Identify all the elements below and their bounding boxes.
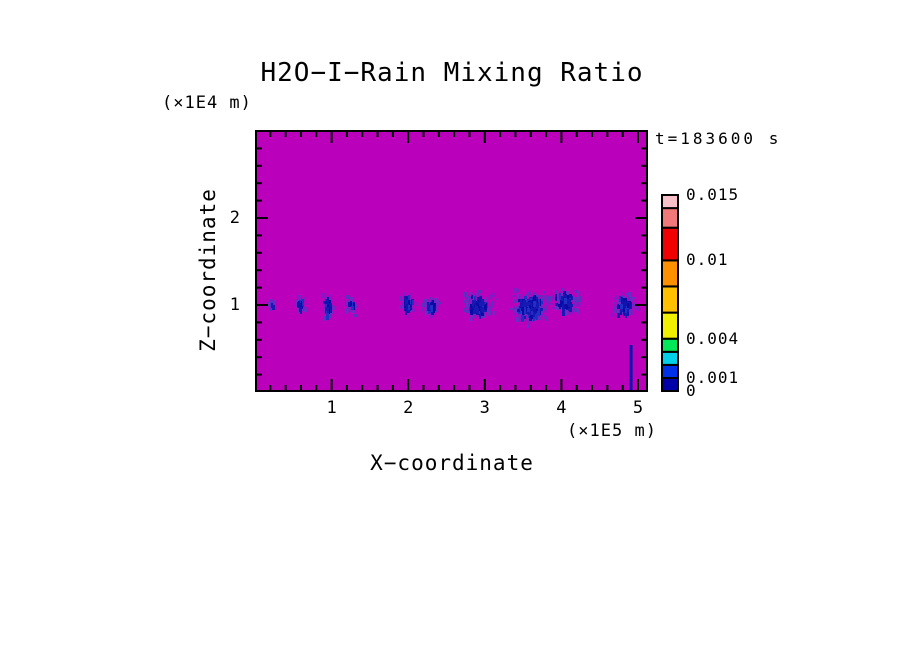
- chart-title: H2O−I−Rain Mixing Ratio: [260, 58, 644, 88]
- colorbar-label-0.001: 0.001: [686, 367, 740, 387]
- x-tick-label-2: 2: [403, 398, 414, 418]
- fall-streak: [629, 345, 633, 390]
- colorbar-segment: [661, 376, 679, 392]
- z-axis-title: Z−coordinate: [196, 188, 220, 352]
- colorbar-label-0.004: 0.004: [686, 328, 740, 348]
- z-axis-unit-label: (×1E4 m): [162, 93, 252, 113]
- z-tick-label-1: 1: [229, 295, 240, 315]
- colorbar-segment: [661, 311, 679, 340]
- colorbar-segment: [661, 259, 679, 288]
- x-axis-title: X−coordinate: [370, 451, 534, 475]
- x-tick-label-1: 1: [326, 398, 337, 418]
- colorbar-segment: [661, 207, 679, 229]
- colorbar-segment: [661, 226, 679, 262]
- heatmap-plot: [255, 130, 648, 392]
- colorbar-label-0.01: 0.01: [686, 250, 729, 270]
- colorbar-segment: [661, 363, 679, 379]
- x-tick-label-5: 5: [632, 398, 644, 418]
- x-tick-label-4: 4: [556, 398, 567, 418]
- z-tick-label-2: 2: [229, 208, 240, 228]
- colorbar-label-0: 0: [686, 381, 697, 400]
- timestamp-label: t=183600 s: [655, 129, 782, 148]
- heatmap-background: [255, 130, 648, 392]
- colorbar-segment: [661, 337, 679, 353]
- rain-cells: [268, 288, 640, 328]
- colorbar-segment: [661, 194, 679, 210]
- colorbar-segment: [661, 285, 679, 314]
- colorbar-label-0.015: 0.015: [686, 185, 740, 204]
- x-tick-label-3: 3: [479, 398, 490, 418]
- colorbar-segment: [661, 350, 679, 366]
- x-axis-unit-label: (×1E5 m): [567, 421, 657, 441]
- colorbar: [661, 194, 679, 392]
- plot-frame: [255, 130, 648, 392]
